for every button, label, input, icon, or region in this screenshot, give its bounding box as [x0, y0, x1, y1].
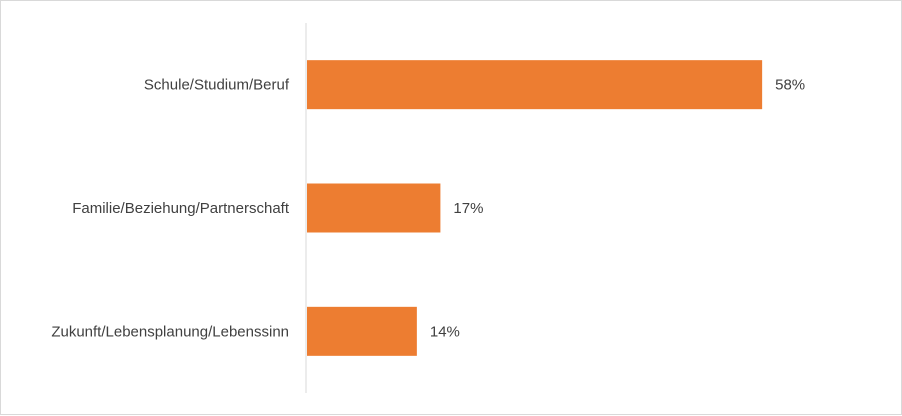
- category-label-3: Zukunft/Lebensplanung/Lebenssinn: [51, 323, 289, 340]
- category-label-1: Schule/Studium/Beruf: [144, 77, 290, 94]
- value-label-3: 14%: [430, 323, 460, 340]
- bar-2: [307, 183, 441, 233]
- value-label-1: 58%: [775, 77, 805, 94]
- bar-1: [307, 60, 763, 110]
- labels-layer: Schule/Studium/Beruf 58% Familie/Beziehung…: [51, 77, 805, 341]
- category-label-2: Familie/Beziehung/Partnerschaft: [72, 200, 290, 217]
- bar-3: [307, 306, 417, 356]
- bars-layer: [307, 60, 763, 356]
- value-label-2: 17%: [453, 200, 483, 217]
